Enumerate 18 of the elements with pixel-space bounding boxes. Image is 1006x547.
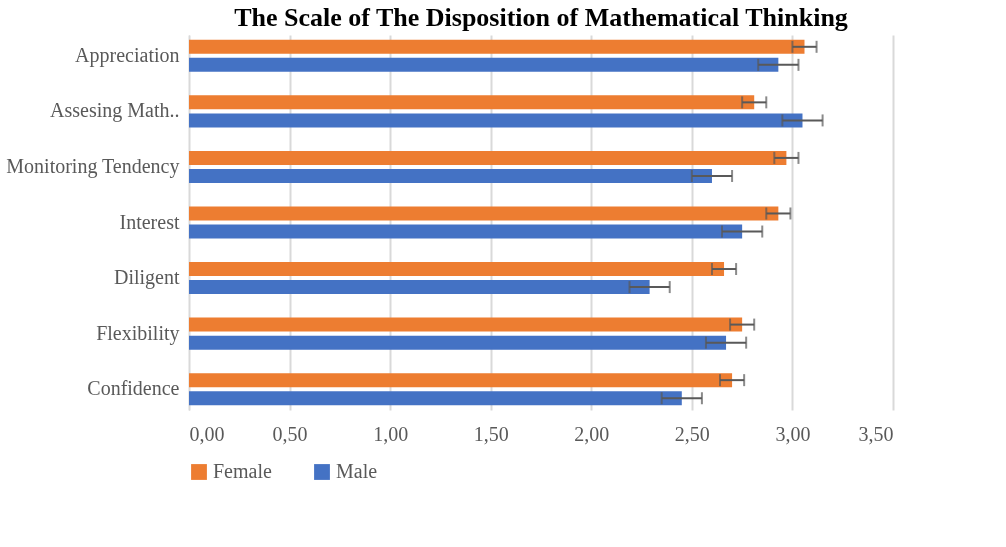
y-tick-label: Flexibility bbox=[96, 321, 180, 345]
legend-label: Female bbox=[213, 460, 272, 482]
legend-label: Male bbox=[336, 460, 378, 482]
y-tick-label: Diligent bbox=[113, 266, 180, 290]
chart-title: The Scale of The Disposition of Mathematical Thinking bbox=[234, 3, 848, 32]
x-tick-label: 0,50 bbox=[272, 422, 308, 445]
x-tick-label: 1,50 bbox=[473, 422, 509, 445]
y-tick-label: Assesing Math.. bbox=[50, 99, 180, 123]
y-tick-label: Monitoring Tendency bbox=[6, 154, 180, 178]
x-tick-label: 3,50 bbox=[858, 422, 894, 445]
y-tick-label: Interest bbox=[119, 210, 180, 233]
x-tick-label: 2,00 bbox=[574, 422, 610, 445]
x-tick-label: 2,50 bbox=[674, 422, 710, 445]
y-tick-label: Appreciation bbox=[75, 43, 180, 67]
x-tick-label: 3,00 bbox=[775, 422, 811, 445]
x-tick-label: 1,00 bbox=[373, 422, 409, 445]
x-tick-label: 0,00 bbox=[189, 422, 225, 445]
y-tick-label: Confidence bbox=[87, 377, 180, 400]
